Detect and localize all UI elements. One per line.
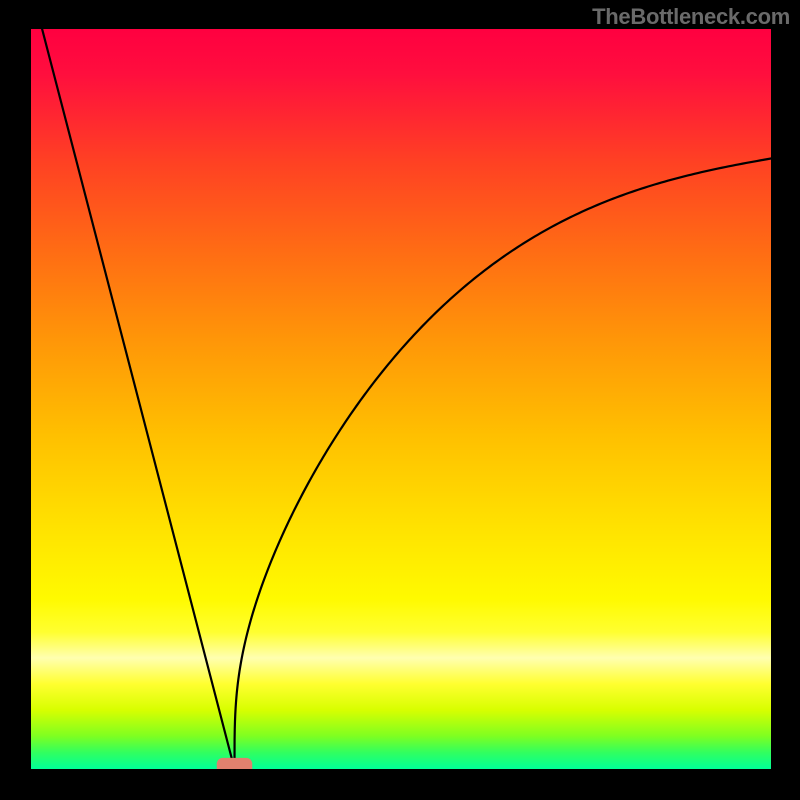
minimum-marker (217, 758, 253, 774)
watermark-text: TheBottleneck.com (592, 4, 790, 30)
plot-background (31, 29, 771, 769)
